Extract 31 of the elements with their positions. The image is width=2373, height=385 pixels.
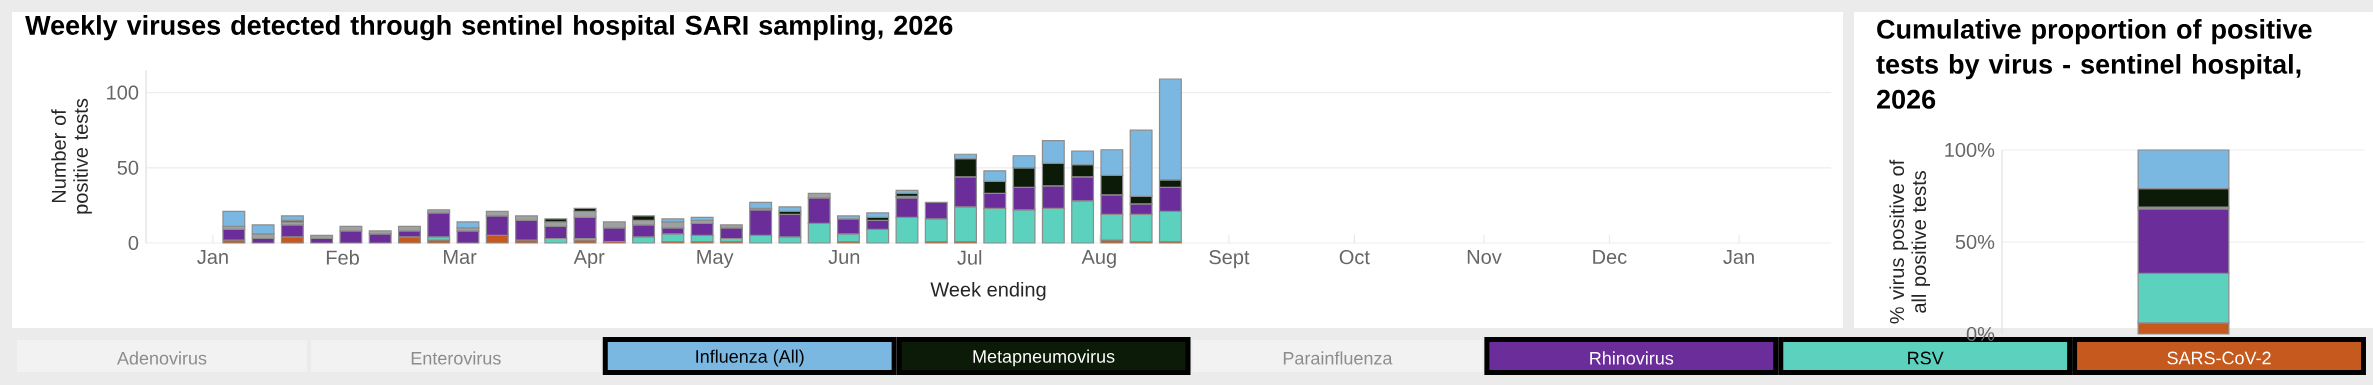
x-tick-label: Jan (197, 250, 228, 264)
x-tick-label: Mar (444, 250, 477, 264)
x-tick-label: Apr (573, 250, 605, 268)
text: Adenovirus (116, 351, 207, 365)
x-tick-label: May (697, 250, 734, 268)
y-axis-title: % virus positive of all positive tests (1889, 159, 1931, 324)
x-tick-label: Jan (1723, 250, 1754, 264)
y-tick-label: 100 (107, 85, 139, 100)
y-tick-label: 100% (1945, 142, 1995, 158)
x-axis-title: Week ending (930, 281, 1046, 301)
x-tick-label: Sept (1209, 250, 1250, 269)
x-tick-label: Dec (1593, 250, 1627, 264)
chart-title: Weekly viruses detected through sentinel hospital SARI sampling, 2026 (25, 15, 953, 41)
text: Parainfluenza (1283, 351, 1393, 365)
x-tick-label: Oct (1339, 250, 1370, 265)
x-tick-label: Feb (326, 250, 359, 265)
y-tick-label: 0 (128, 235, 139, 251)
text: SARS-CoV-2 (2167, 351, 2271, 365)
y-axis-title: Number of positive tests (51, 98, 92, 214)
chart-title: Cumulative proportion of positive tests by virus - sentinel hospital, 2026 (1876, 19, 2312, 109)
x-tick-label: Jun (828, 250, 860, 264)
text: Metapneumovirus (973, 349, 1115, 367)
x-tick-label: Nov (1467, 250, 1502, 264)
text: Enterovirus (411, 351, 501, 365)
text: RSV (1908, 351, 1944, 365)
text: Influenza (All) (696, 349, 804, 367)
y-tick-label: 50% (1955, 234, 1995, 250)
x-tick-label: Aug (1081, 250, 1116, 268)
y-tick-label: 50 (117, 160, 139, 175)
text: Rhinovirus (1590, 351, 1674, 365)
x-tick-label: Jul (957, 250, 982, 265)
